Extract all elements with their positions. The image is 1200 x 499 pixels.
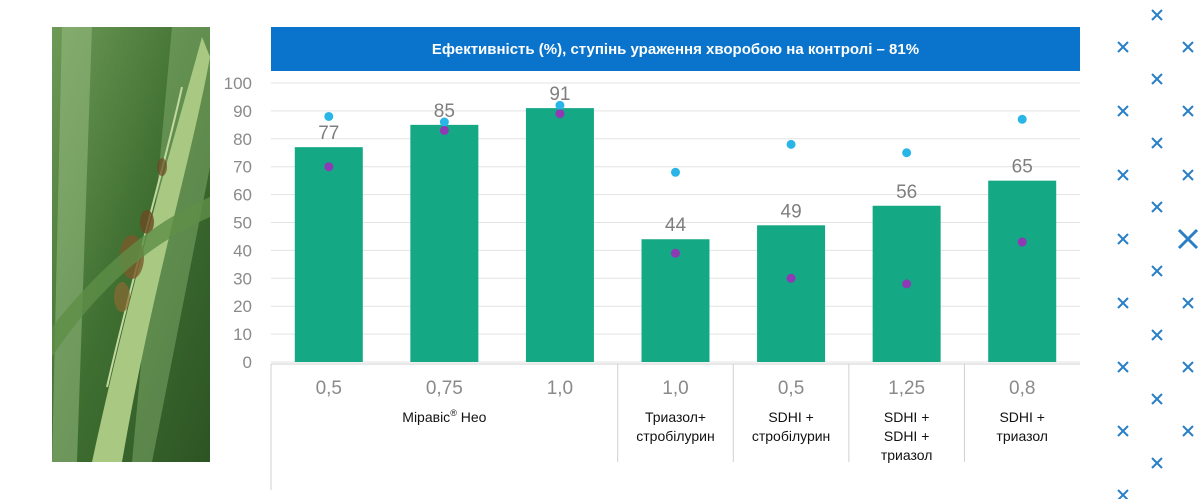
x-tick-label: 0,5 — [778, 378, 804, 399]
data-label: 77 — [318, 123, 339, 144]
y-tick-label: 80 — [233, 130, 252, 149]
group-label: Міравіс® Нео — [402, 408, 486, 425]
y-tick-label: 30 — [233, 269, 252, 288]
point-purple — [786, 273, 796, 283]
point-purple — [902, 279, 912, 289]
point-cyan — [1017, 114, 1027, 124]
point-cyan — [324, 111, 334, 121]
bar — [988, 180, 1057, 362]
bar — [525, 108, 594, 362]
wheat-leaf-photo — [52, 27, 210, 462]
x-star-icon — [1182, 41, 1194, 53]
y-tick-label: 70 — [233, 158, 252, 177]
y-tick-label: 20 — [233, 297, 252, 316]
x-star-icon — [1117, 425, 1129, 437]
point-purple — [671, 248, 680, 258]
x-tick-label: 0,75 — [426, 378, 463, 399]
x-tick-label: 1,25 — [888, 378, 925, 399]
y-tick-label: 60 — [233, 186, 252, 205]
bar — [294, 147, 363, 362]
x-tick-label: 1,0 — [547, 378, 573, 399]
point-cyan — [439, 117, 449, 127]
x-star-icon — [1151, 329, 1163, 341]
x-star-icon — [1151, 393, 1163, 405]
data-label: 56 — [896, 182, 917, 203]
x-tick-label: 0,8 — [1009, 378, 1035, 399]
data-label: 65 — [1012, 157, 1033, 178]
y-tick-label: 50 — [233, 214, 252, 233]
point-cyan — [786, 139, 796, 149]
group-label: SDHI + стробілурин — [752, 409, 830, 444]
x-star-icon — [1182, 169, 1194, 181]
point-purple — [555, 109, 565, 119]
point-cyan — [902, 148, 912, 158]
y-tick-label: 0 — [243, 353, 252, 372]
point-purple — [439, 125, 449, 135]
y-tick-label: 40 — [233, 241, 252, 260]
group-label: SDHI + триазол — [996, 409, 1048, 444]
y-tick-label: 10 — [233, 325, 252, 344]
x-star-icon — [1117, 233, 1129, 245]
point-purple — [324, 162, 334, 172]
bar — [757, 225, 826, 362]
point-purple — [1017, 237, 1027, 247]
y-tick-label: 90 — [233, 102, 252, 121]
data-label: 44 — [665, 215, 687, 236]
x-star-icon — [1182, 361, 1194, 373]
x-star-icon — [1182, 297, 1194, 309]
x-star-icon — [1182, 425, 1194, 437]
x-star-icon — [1117, 297, 1129, 309]
x-star-icon — [1151, 73, 1163, 85]
x-star-icon — [1151, 137, 1163, 149]
group-label: SDHI + SDHI + триазол — [881, 409, 933, 463]
x-star-icon — [1117, 105, 1129, 117]
data-label: 49 — [781, 201, 802, 222]
x-star-icon — [1151, 457, 1163, 469]
x-star-icon — [1182, 105, 1194, 117]
x-star-icon — [1151, 201, 1163, 213]
bar-chart: 0 10 20 30 40 50 60 70 80 90 100 77 85 91 44 49 56 65 0,5 0… — [224, 74, 1080, 490]
x-star-icon — [1117, 169, 1129, 181]
x-star-icon — [1151, 265, 1163, 277]
bar — [410, 124, 479, 362]
group-label: Триазол+ стробілурин — [636, 409, 714, 444]
chart-title: Ефективність (%), ступінь ураження хворо… — [271, 27, 1080, 71]
x-star-icon — [1117, 361, 1129, 373]
x-star-icon — [1151, 9, 1163, 21]
x-star-icon — [1177, 228, 1199, 250]
point-cyan — [671, 167, 680, 177]
bar — [641, 239, 710, 362]
x-star-icon — [1117, 489, 1129, 499]
x-tick-label: 1,0 — [662, 378, 688, 399]
point-cyan — [555, 100, 565, 110]
data-label: 85 — [434, 101, 455, 122]
data-label: 91 — [549, 84, 570, 105]
y-tick-label: 100 — [224, 74, 252, 93]
x-tick-label: 0,5 — [316, 378, 342, 399]
x-star-icon — [1117, 41, 1129, 53]
decorative-pattern — [1117, 9, 1199, 499]
